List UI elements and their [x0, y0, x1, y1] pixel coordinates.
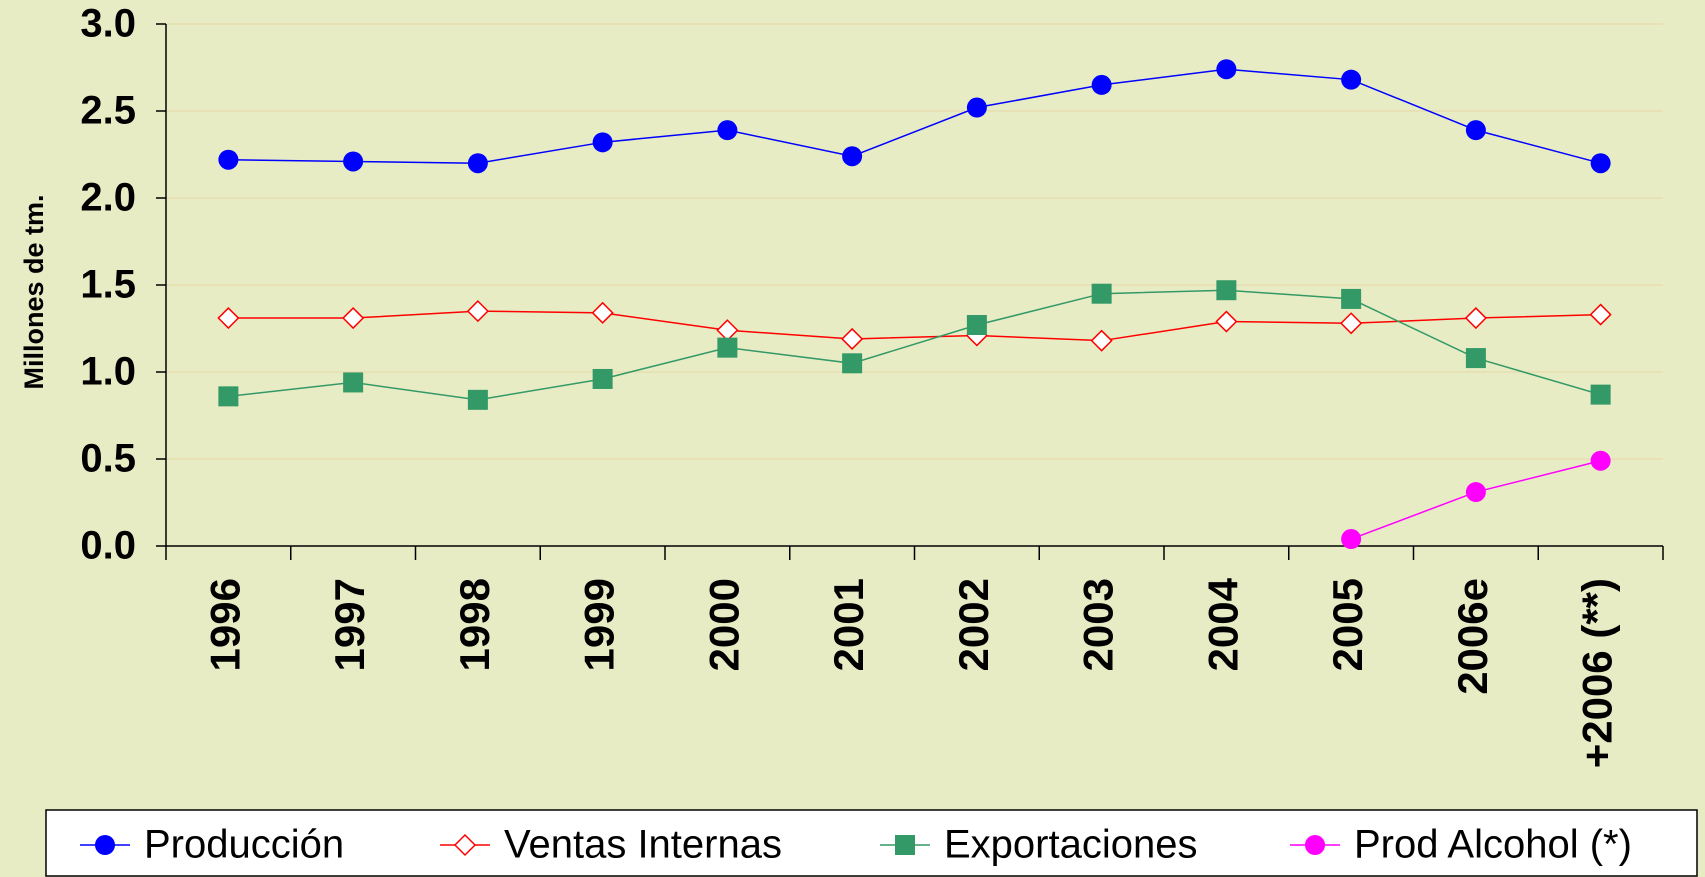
- marker: [1590, 153, 1611, 174]
- marker: [1590, 384, 1611, 405]
- marker: [1590, 450, 1611, 471]
- marker: [343, 372, 364, 393]
- legend: Producción Ventas Internas Exportaciones Pr…: [45, 809, 1698, 877]
- y-axis-label: Millones de tm.: [19, 194, 49, 389]
- marker: [453, 833, 477, 857]
- y-tick-label: 2.5: [80, 89, 136, 133]
- marker: [1091, 74, 1112, 95]
- x-tick-label: +2006 (**): [1574, 578, 1621, 768]
- x-tick-label: 1998: [451, 578, 498, 671]
- x-tick-label: 2000: [700, 578, 747, 671]
- marker: [218, 386, 239, 407]
- marker: [1589, 303, 1612, 326]
- marker: [1341, 288, 1362, 309]
- marker: [1216, 59, 1237, 80]
- marker: [717, 337, 738, 358]
- marker: [1340, 312, 1363, 335]
- x-tick-label: 1999: [576, 578, 623, 671]
- y-tick-label: 3.0: [80, 2, 136, 46]
- legend-label: Exportaciones: [944, 823, 1197, 867]
- marker: [1341, 69, 1362, 90]
- marker: [841, 327, 864, 351]
- y-tick-label: 0.0: [80, 524, 136, 568]
- marker: [1090, 329, 1113, 352]
- marker: [1215, 310, 1238, 333]
- series-line: [228, 289, 1601, 401]
- marker: [466, 300, 489, 323]
- x-tick-label: 2001: [825, 578, 872, 671]
- x-tick-label: 2003: [1075, 578, 1122, 671]
- marker: [1465, 482, 1486, 503]
- marker: [842, 146, 863, 167]
- marker: [217, 306, 240, 330]
- marker: [717, 120, 738, 141]
- marker: [467, 389, 488, 410]
- marker: [716, 319, 739, 342]
- marker: [467, 153, 488, 174]
- x-tick-label: 2005: [1324, 578, 1371, 671]
- marker: [1091, 283, 1112, 304]
- marker: [1465, 348, 1486, 369]
- marker: [1216, 280, 1237, 301]
- marker: [592, 368, 613, 389]
- series-line: [228, 68, 1601, 164]
- marker: [1465, 120, 1486, 141]
- x-tick-label: 1997: [326, 578, 373, 671]
- y-tick-label: 2.0: [80, 176, 136, 220]
- x-tick-label: 2002: [950, 578, 997, 671]
- y-tick-label: 1.0: [80, 350, 136, 394]
- marker: [342, 306, 365, 330]
- marker: [95, 835, 115, 855]
- y-tick-label: 1.5: [80, 263, 136, 307]
- x-tick-label: 1996: [201, 578, 248, 671]
- marker: [842, 353, 863, 374]
- marker: [895, 835, 915, 855]
- x-tick-label: 2004: [1199, 577, 1246, 671]
- legend-box: [45, 809, 1698, 877]
- marker: [218, 149, 239, 170]
- marker: [1341, 529, 1362, 550]
- marker: [592, 132, 613, 153]
- y-tick-label: 0.5: [80, 437, 136, 481]
- legend-label: Producción: [144, 823, 344, 867]
- marker: [966, 315, 987, 336]
- marker: [343, 151, 364, 172]
- series-line: [228, 310, 1601, 342]
- legend-label: Ventas Internas: [504, 823, 782, 867]
- marker: [1464, 306, 1487, 330]
- marker: [966, 97, 987, 118]
- marker: [591, 301, 614, 324]
- marker: [1305, 835, 1325, 855]
- legend-label: Prod Alcohol (*): [1354, 823, 1632, 867]
- x-tick-label: 2006e: [1449, 578, 1496, 695]
